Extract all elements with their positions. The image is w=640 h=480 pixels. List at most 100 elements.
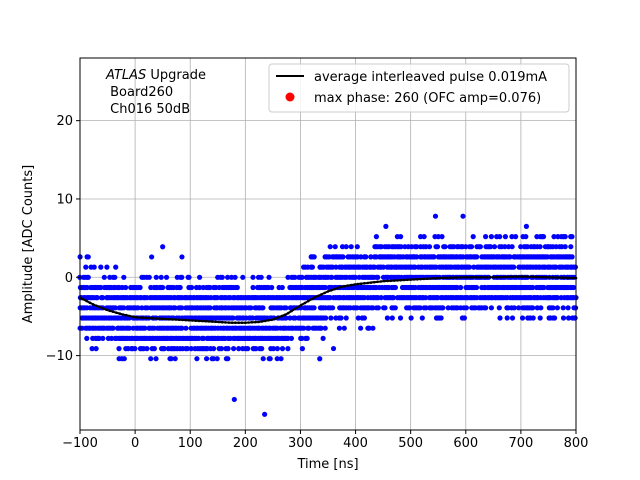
sample-point <box>250 284 256 291</box>
sample-point <box>260 305 266 311</box>
average-pulse-point <box>191 319 194 322</box>
sample-point <box>435 234 441 240</box>
sample-point <box>468 244 475 250</box>
outlier-point <box>383 223 389 229</box>
sample-point <box>530 305 536 311</box>
sample-point <box>333 264 339 270</box>
average-pulse-point <box>174 318 178 321</box>
sample-point <box>398 234 404 240</box>
sample-point <box>361 315 367 321</box>
legend-dot-swatch <box>285 92 295 102</box>
average-pulse-point <box>515 275 518 278</box>
sample-point <box>398 244 404 250</box>
sample-point <box>144 346 150 352</box>
sample-point <box>94 295 100 301</box>
average-pulse-point <box>445 276 449 280</box>
average-pulse-point <box>525 275 528 279</box>
sample-point <box>375 274 381 280</box>
sample-point <box>530 284 536 291</box>
average-pulse-point <box>197 319 201 323</box>
sample-point <box>240 274 246 280</box>
sample-point <box>179 274 185 280</box>
sample-point <box>100 335 106 341</box>
average-pulse-point <box>548 276 551 279</box>
sample-point <box>218 346 224 352</box>
sample-point <box>509 244 515 250</box>
sample-point <box>502 234 508 240</box>
sample-point <box>414 244 420 250</box>
plot-frame <box>79 57 577 431</box>
sample-point <box>568 244 574 250</box>
sample-point <box>260 356 266 362</box>
average-pulse-point <box>376 280 379 284</box>
average-pulse-point <box>402 278 406 282</box>
average-pulse-point <box>254 320 257 324</box>
average-pulse-point <box>366 281 370 285</box>
sample-point <box>279 284 285 291</box>
average-pulse-point <box>339 285 343 289</box>
outlier-point <box>460 213 466 219</box>
sample-point <box>332 244 338 250</box>
sample-point <box>375 305 381 311</box>
x-tick-label: 500 <box>398 436 423 451</box>
average-pulse-point <box>257 320 260 324</box>
average-pulse-point <box>416 278 419 281</box>
sample-point <box>98 264 104 270</box>
average-pulse-point <box>98 305 102 309</box>
sample-point <box>89 346 95 352</box>
average-pulse-point <box>571 276 574 280</box>
average-pulse-point <box>207 320 211 323</box>
sample-point <box>110 325 116 331</box>
sample-point <box>380 264 386 270</box>
sample-point <box>339 244 346 250</box>
sample-point <box>121 305 127 311</box>
upgrade-label: Upgrade <box>146 68 206 83</box>
sample-point <box>524 244 531 250</box>
average-pulse-point <box>263 319 267 323</box>
average-pulse-point <box>508 275 512 279</box>
sample-point <box>112 274 118 280</box>
sample-point <box>158 274 164 280</box>
x-tick-label: 600 <box>453 436 478 451</box>
sample-point <box>151 346 157 352</box>
average-pulse-point <box>568 276 571 280</box>
y-tick-label: 20 <box>56 114 73 129</box>
sample-point <box>250 274 256 280</box>
average-pulse-point <box>561 276 565 280</box>
sample-point <box>496 305 502 311</box>
average-pulse-point <box>442 276 446 280</box>
y-tick-label: −10 <box>46 349 73 364</box>
average-pulse-point <box>386 279 389 283</box>
sample-point <box>283 315 289 321</box>
x-tick-label: 300 <box>288 436 313 451</box>
average-pulse-point <box>300 303 303 307</box>
sample-point <box>565 305 571 311</box>
average-pulse-point <box>346 284 350 287</box>
sample-point <box>207 284 213 291</box>
average-pulse-point <box>541 275 545 279</box>
sample-point <box>423 295 429 301</box>
sample-point <box>234 284 240 291</box>
average-pulse-point <box>558 276 561 279</box>
sample-point <box>153 274 159 280</box>
sample-point <box>311 254 317 260</box>
average-pulse-point <box>240 321 244 325</box>
sample-point <box>274 356 280 362</box>
sample-point <box>439 234 445 240</box>
sample-point <box>84 335 90 341</box>
sample-point <box>470 234 476 240</box>
sample-point <box>513 234 519 240</box>
average-pulse-point <box>326 290 330 293</box>
average-pulse-point <box>502 275 505 279</box>
average-pulse-point <box>492 276 495 279</box>
sample-point <box>189 284 195 291</box>
sample-point <box>330 305 336 311</box>
sample-point <box>299 274 305 280</box>
sample-point <box>109 335 115 341</box>
average-pulse-point <box>343 284 346 288</box>
average-pulse-point <box>478 276 482 279</box>
average-pulse-point <box>267 319 270 322</box>
sample-point <box>419 315 425 321</box>
legend-entry-average-pulse: average interleaved pulse 0.019mA <box>314 70 547 85</box>
